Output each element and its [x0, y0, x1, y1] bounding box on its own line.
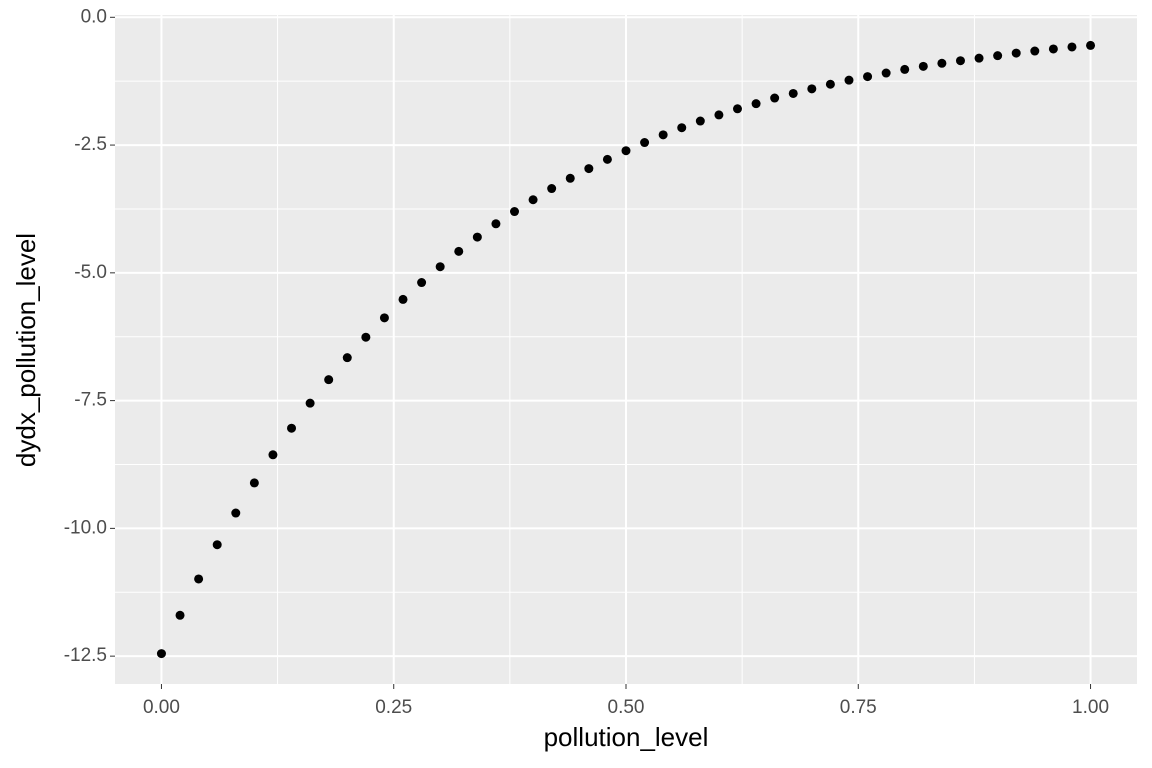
point: [584, 164, 594, 174]
point: [194, 574, 204, 584]
point: [156, 649, 166, 659]
point: [175, 610, 185, 620]
x-tick-label: 0.25: [375, 697, 412, 718]
point: [454, 246, 464, 256]
point: [900, 64, 910, 74]
point: [491, 219, 501, 229]
point: [1048, 44, 1058, 54]
point: [825, 79, 835, 89]
point: [640, 138, 650, 148]
point: [435, 262, 445, 272]
point: [305, 398, 315, 408]
point: [1011, 48, 1021, 58]
point: [732, 104, 742, 114]
point: [770, 93, 780, 103]
point: [472, 232, 482, 242]
point: [1067, 42, 1077, 52]
point: [993, 51, 1003, 61]
grid: [115, 15, 1137, 684]
x-tick-label: 0.50: [608, 697, 645, 718]
point: [1030, 46, 1040, 56]
point: [231, 508, 241, 518]
point: [937, 58, 947, 68]
point: [528, 195, 538, 205]
y-tick-label: -5.0: [74, 262, 107, 283]
point: [361, 332, 371, 342]
point: [863, 72, 873, 82]
y-tick-label: 0.0: [81, 6, 107, 27]
point: [658, 130, 668, 140]
point: [621, 146, 631, 156]
point: [417, 278, 427, 288]
point: [379, 313, 389, 323]
point: [342, 353, 352, 363]
y-tick-label: -12.5: [64, 645, 107, 666]
x-axis-title: pollution_level: [544, 722, 709, 752]
points: [156, 40, 1096, 659]
point: [881, 68, 891, 78]
point: [287, 423, 297, 433]
y-tick-label: -2.5: [74, 134, 107, 155]
point: [974, 53, 984, 63]
point: [547, 184, 557, 194]
point: [844, 75, 854, 85]
point: [398, 294, 408, 304]
point: [807, 84, 817, 94]
point: [324, 375, 334, 385]
point: [510, 207, 520, 217]
y-axis-title: dydx_pollution_level: [11, 233, 41, 467]
ticks: 0.00 0.25 0.50 0.75 1.00 0.0 -2.5 -5.0 -7.5 -10.0…: [64, 6, 1109, 718]
x-tick-label: 1.00: [1072, 697, 1109, 718]
point: [602, 154, 612, 164]
point: [751, 99, 761, 109]
point: [677, 123, 687, 133]
point: [268, 450, 278, 460]
point: [695, 116, 705, 126]
point: [1086, 40, 1096, 50]
point: [565, 173, 575, 183]
point: [955, 56, 965, 66]
point: [249, 478, 259, 488]
x-tick-label: 0.00: [143, 697, 180, 718]
point: [714, 110, 724, 120]
point: [212, 540, 222, 550]
x-tick-label: 0.75: [840, 697, 877, 718]
y-tick-label: -10.0: [64, 517, 107, 538]
point: [788, 88, 798, 98]
point: [918, 61, 928, 71]
y-tick-label: -7.5: [74, 390, 107, 411]
